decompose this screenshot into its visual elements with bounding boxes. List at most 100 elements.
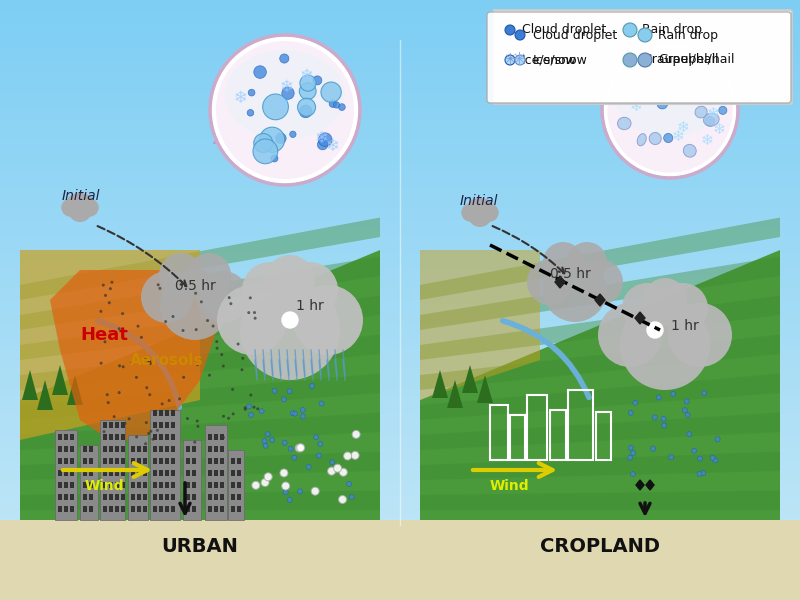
Bar — [89, 446, 93, 452]
Circle shape — [67, 194, 83, 209]
Bar — [58, 482, 62, 488]
Ellipse shape — [683, 145, 696, 157]
Circle shape — [686, 431, 691, 437]
Bar — [159, 494, 163, 500]
Circle shape — [253, 139, 278, 164]
Bar — [220, 446, 224, 452]
Text: 1 hr: 1 hr — [296, 299, 324, 313]
Bar — [159, 446, 163, 452]
Circle shape — [118, 327, 121, 330]
Circle shape — [658, 283, 708, 333]
Bar — [153, 410, 157, 416]
Bar — [214, 470, 218, 476]
Circle shape — [135, 376, 138, 379]
Text: 0.5 hr: 0.5 hr — [550, 267, 590, 281]
Circle shape — [527, 259, 573, 305]
Bar — [220, 458, 224, 464]
Bar — [231, 458, 235, 464]
Circle shape — [295, 444, 303, 452]
Circle shape — [301, 414, 306, 419]
Bar — [131, 494, 135, 500]
Circle shape — [628, 445, 634, 450]
Circle shape — [263, 443, 268, 448]
Circle shape — [62, 199, 79, 217]
Circle shape — [701, 470, 706, 476]
Bar — [165, 422, 169, 428]
Bar — [70, 434, 74, 440]
Bar — [231, 494, 235, 500]
Circle shape — [316, 453, 322, 458]
Text: ❄: ❄ — [676, 120, 689, 135]
Text: ✳: ✳ — [504, 52, 516, 67]
Circle shape — [339, 468, 347, 476]
Circle shape — [630, 451, 636, 455]
Polygon shape — [420, 335, 780, 390]
Circle shape — [265, 431, 270, 437]
Circle shape — [256, 407, 259, 410]
Bar — [186, 458, 190, 464]
Bar — [192, 458, 196, 464]
Ellipse shape — [618, 117, 631, 130]
Bar — [103, 422, 107, 428]
Bar — [115, 494, 119, 500]
Circle shape — [654, 61, 664, 71]
Circle shape — [270, 437, 274, 443]
Circle shape — [298, 98, 315, 116]
Circle shape — [477, 199, 493, 214]
Bar — [159, 410, 163, 416]
Circle shape — [718, 106, 727, 115]
Bar — [64, 482, 68, 488]
Bar — [220, 482, 224, 488]
Bar — [143, 446, 147, 452]
Ellipse shape — [634, 77, 649, 91]
Bar — [153, 434, 157, 440]
Bar — [143, 494, 147, 500]
Circle shape — [196, 419, 198, 422]
Circle shape — [210, 35, 360, 185]
Bar — [103, 434, 107, 440]
FancyArrowPatch shape — [473, 463, 553, 477]
Bar — [70, 458, 74, 464]
Circle shape — [140, 336, 143, 339]
Circle shape — [265, 255, 315, 305]
Circle shape — [515, 55, 525, 65]
Circle shape — [222, 365, 225, 368]
Circle shape — [187, 253, 231, 297]
Circle shape — [196, 425, 199, 428]
Bar — [153, 458, 157, 464]
Text: ❄: ❄ — [630, 99, 642, 114]
Polygon shape — [477, 375, 493, 403]
Circle shape — [118, 364, 121, 367]
Bar — [214, 458, 218, 464]
Bar — [192, 446, 196, 452]
Circle shape — [318, 133, 332, 146]
Text: Rain drop: Rain drop — [642, 23, 702, 37]
Bar — [186, 494, 190, 500]
Bar — [137, 506, 141, 512]
Circle shape — [206, 319, 209, 322]
Circle shape — [607, 47, 733, 173]
Text: ❄: ❄ — [713, 122, 726, 137]
Circle shape — [237, 343, 239, 346]
Bar — [186, 446, 190, 452]
Circle shape — [290, 410, 295, 416]
Bar — [115, 482, 119, 488]
FancyBboxPatch shape — [487, 12, 791, 103]
Circle shape — [346, 482, 351, 487]
Circle shape — [293, 285, 363, 355]
Bar — [89, 506, 93, 512]
Circle shape — [567, 242, 607, 282]
Circle shape — [241, 368, 243, 371]
Bar — [137, 494, 141, 500]
Circle shape — [145, 421, 148, 424]
Circle shape — [276, 133, 286, 143]
Circle shape — [344, 452, 352, 460]
Bar — [214, 482, 218, 488]
Bar — [121, 434, 125, 440]
Bar — [153, 422, 157, 428]
Circle shape — [338, 104, 346, 110]
Bar — [153, 506, 157, 512]
Circle shape — [292, 455, 297, 460]
Bar — [171, 494, 175, 500]
Text: ❄: ❄ — [314, 129, 328, 147]
